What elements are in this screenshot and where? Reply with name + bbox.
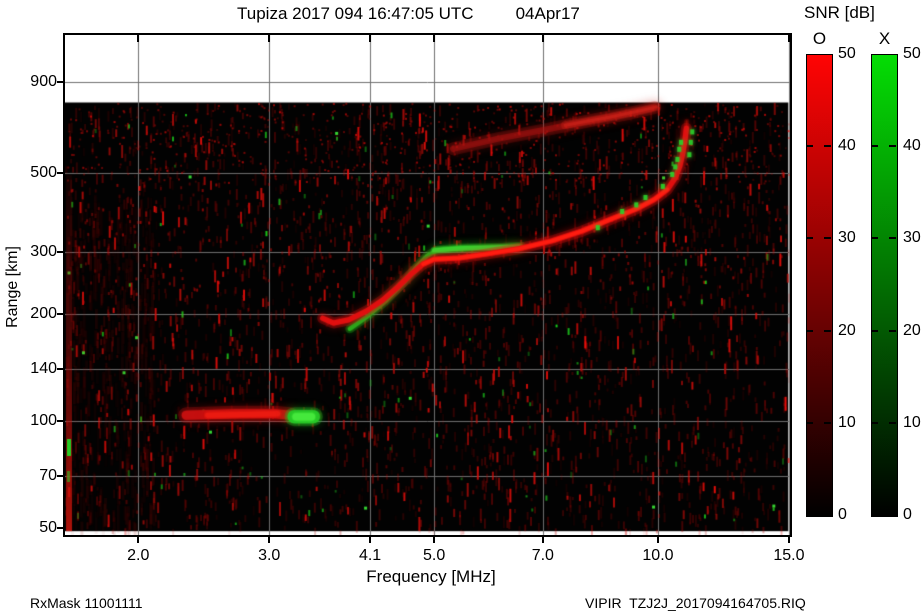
o-colorbar-tick-label: 20 (838, 321, 856, 339)
footer-rxmask: RxMask 11001111 (30, 595, 143, 611)
x-colorbar-tick-label: 40 (903, 137, 921, 155)
x-tick-mark-top (656, 35, 659, 42)
x-tick-mark (656, 537, 659, 543)
x-tick-mark-top (369, 35, 372, 42)
y-tick-mark (57, 313, 63, 316)
o-colorbar-tick-mark (824, 421, 831, 424)
x-tick-mark-top (433, 35, 436, 42)
x-colorbar-tick-mark (889, 329, 896, 332)
snr-legend-title: SNR [dB] (804, 3, 875, 22)
o-colorbar-tick-mark (824, 145, 831, 148)
o-colorbar-tick-label: 10 (838, 413, 856, 431)
o-colorbar-tick-label: 40 (838, 137, 856, 155)
y-tick-mark (57, 81, 63, 84)
o-colorbar-tick-mark (806, 237, 813, 240)
x-tick-mark-top (137, 35, 140, 42)
y-tick-label: 200 (30, 305, 57, 323)
y-tick-label: 300 (30, 242, 57, 260)
x-colorbar-tick-label: 10 (903, 413, 921, 431)
footer-filename: VIPIR TZJ2J_2017094164705.RIQ (585, 595, 806, 611)
o-colorbar-tick-mark (806, 329, 813, 332)
x-colorbar-tick-mark (871, 145, 878, 148)
x-colorbar-tick-label: 30 (903, 229, 921, 247)
x-tick-mark (433, 537, 436, 543)
x-tick-mark (369, 537, 372, 543)
x-colorbar-tick-mark (871, 237, 878, 240)
o-colorbar-tick-mark (824, 237, 831, 240)
x-tick-mark-top (541, 35, 544, 42)
x-colorbar-tick-label: 0 (903, 506, 912, 523)
x-tick-mark-top (787, 35, 790, 42)
y-tick-mark (57, 527, 63, 530)
y-tick-label: 140 (30, 360, 57, 378)
o-colorbar-tick-mark (806, 421, 813, 424)
chart-title-row: Tupiza 2017 094 16:47:05 UTC 04Apr17 (237, 4, 580, 24)
y-tick-mark (57, 475, 63, 478)
o-colorbar (806, 54, 833, 517)
x-tick-label: 7.0 (531, 547, 554, 564)
x-colorbar-tick-mark (889, 237, 896, 240)
x-tick-mark (137, 537, 140, 543)
x-colorbar-tick-mark (889, 421, 896, 424)
o-colorbar-tick-label: 30 (838, 229, 856, 247)
x-colorbar-tick-label: 50 (903, 45, 921, 62)
y-tick-label: 900 (30, 73, 57, 91)
x-tick-label: 3.0 (258, 547, 281, 564)
o-mode-label: O (812, 29, 827, 48)
o-colorbar-tick-mark (824, 329, 831, 332)
y-tick-mark (57, 368, 63, 371)
x-tick-mark (787, 537, 790, 543)
x-colorbar-tick-mark (871, 329, 878, 332)
x-tick-label: 5.0 (423, 547, 446, 564)
x-tick-mark-top (268, 35, 271, 42)
x-colorbar (871, 54, 898, 517)
x-colorbar-tick-mark (889, 145, 896, 148)
y-tick-label: 50 (39, 519, 57, 537)
x-colorbar-tick-label: 20 (903, 321, 921, 339)
x-axis-label: Frequency [MHz] (366, 567, 496, 586)
x-tick-label: 4.1 (358, 547, 382, 564)
x-mode-label: X (878, 29, 891, 48)
chart-date: 04Apr17 (515, 4, 580, 23)
o-colorbar-tick-label: 0 (838, 506, 847, 523)
x-tick-label: 10.0 (642, 547, 674, 564)
chart-title: Tupiza 2017 094 16:47:05 UTC (237, 4, 474, 23)
x-tick-mark (541, 537, 544, 543)
x-colorbar-tick-mark (871, 421, 878, 424)
o-colorbar-tick-mark (806, 145, 813, 148)
y-tick-label: 500 (30, 164, 57, 182)
y-tick-mark (57, 420, 63, 423)
o-colorbar-tick-label: 50 (838, 45, 856, 62)
y-tick-label: 100 (30, 412, 57, 430)
ionogram-canvas (65, 35, 790, 535)
y-tick-mark (57, 172, 63, 175)
x-tick-label: 2.0 (127, 547, 150, 564)
y-tick-label: 70 (39, 467, 57, 485)
x-tick-mark (268, 537, 271, 543)
y-tick-mark (57, 250, 63, 253)
x-tick-label: 15.0 (773, 547, 805, 564)
